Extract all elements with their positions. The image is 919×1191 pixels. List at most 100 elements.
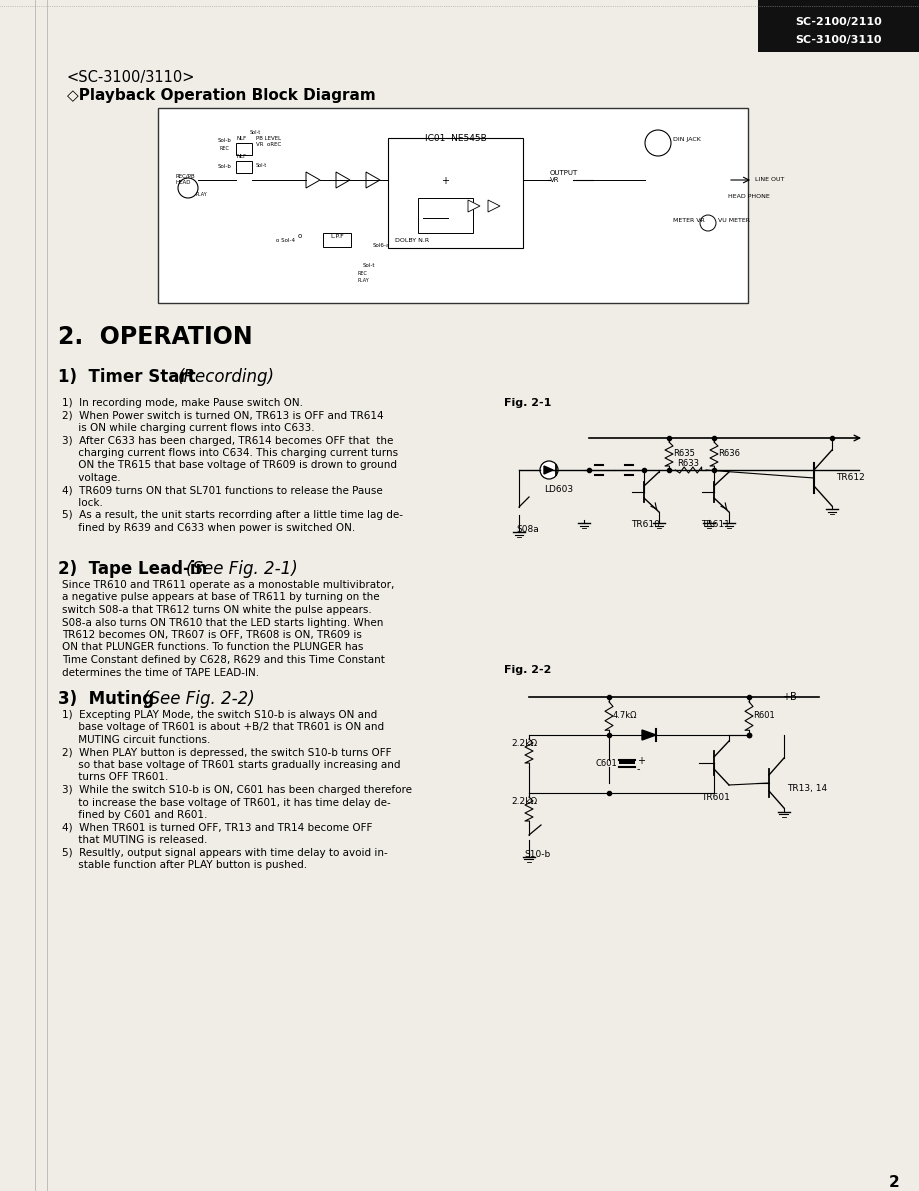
Text: HEAD: HEAD: [176, 180, 191, 185]
Text: NLF: NLF: [237, 136, 247, 141]
Text: 4)  When TR601 is turned OFF, TR13 and TR14 become OFF: 4) When TR601 is turned OFF, TR13 and TR…: [62, 823, 372, 833]
Text: 2)  Tape Lead-in: 2) Tape Lead-in: [58, 560, 213, 578]
Text: +: +: [636, 756, 644, 766]
Text: TR610: TR610: [630, 520, 660, 529]
Text: 1)  In recording mode, make Pause switch ON.: 1) In recording mode, make Pause switch …: [62, 398, 302, 409]
Text: lock.: lock.: [62, 498, 103, 509]
Text: SC-3100/3110: SC-3100/3110: [795, 35, 881, 45]
Text: R635: R635: [673, 449, 694, 459]
Text: R636: R636: [717, 449, 739, 459]
Text: REC: REC: [357, 272, 368, 276]
Text: TR612: TR612: [835, 474, 864, 482]
Text: VR  oREC: VR oREC: [255, 142, 281, 146]
Text: R633: R633: [676, 460, 698, 468]
Bar: [618, 760, 634, 763]
Text: o: o: [298, 233, 302, 239]
Text: DIN JACK: DIN JACK: [673, 137, 700, 142]
Text: METER VR: METER VR: [673, 218, 704, 223]
Text: MUTING circuit functions.: MUTING circuit functions.: [62, 735, 210, 746]
Text: base voltage of TR601 is about +B/2 that TR601 is ON and: base voltage of TR601 is about +B/2 that…: [62, 723, 384, 732]
Circle shape: [539, 461, 558, 479]
Text: 1)  Excepting PLAY Mode, the switch S10-b is always ON and: 1) Excepting PLAY Mode, the switch S10-b…: [62, 710, 377, 721]
Text: S08-a also turns ON TR610 that the LED starts lighting. When: S08-a also turns ON TR610 that the LED s…: [62, 617, 383, 628]
Text: turns OFF TR601.: turns OFF TR601.: [62, 773, 168, 782]
Bar: [236, 161, 252, 173]
Text: is ON while charging current flows into C633.: is ON while charging current flows into …: [62, 423, 314, 434]
Text: 3)  After C633 has been charged, TR614 becomes OFF that  the: 3) After C633 has been charged, TR614 be…: [62, 436, 393, 445]
Text: IC01  NE545B: IC01 NE545B: [425, 135, 486, 143]
Text: 3)  Muting: 3) Muting: [58, 690, 160, 707]
Text: Fig. 2-2: Fig. 2-2: [504, 665, 550, 675]
Text: VU METER: VU METER: [717, 218, 749, 223]
Text: Sol-t: Sol-t: [363, 263, 375, 268]
Text: Time Constant defined by C628, R629 and this Time Constant: Time Constant defined by C628, R629 and …: [62, 655, 384, 665]
Polygon shape: [366, 172, 380, 188]
Text: L.P.F: L.P.F: [330, 233, 344, 239]
Text: SC-2100/2110: SC-2100/2110: [795, 17, 881, 27]
Text: 2: 2: [889, 1176, 899, 1190]
Bar: [388, 138, 522, 248]
Text: 2.2kΩ: 2.2kΩ: [510, 797, 537, 805]
Text: ON the TR615 that base voltage of TR609 is drown to ground: ON the TR615 that base voltage of TR609 …: [62, 461, 397, 470]
Polygon shape: [487, 200, 499, 212]
Text: OUTPUT: OUTPUT: [550, 170, 578, 176]
Text: Sol-b: Sol-b: [218, 138, 232, 143]
Text: REC: REC: [220, 146, 230, 151]
Text: LINE OUT: LINE OUT: [754, 177, 784, 182]
Polygon shape: [335, 172, 349, 188]
Text: 5)  As a result, the unit starts recorrding after a little time lag de-: 5) As a result, the unit starts recorrdi…: [62, 511, 403, 520]
Text: ◇Playback Operation Block Diagram: ◇Playback Operation Block Diagram: [67, 88, 375, 102]
Text: 3)  While the switch S10-b is ON, C601 has been charged therefore: 3) While the switch S10-b is ON, C601 ha…: [62, 785, 412, 796]
Text: to increase the base voltage of TR601, it has time delay de-: to increase the base voltage of TR601, i…: [62, 798, 391, 807]
Text: 2.  OPERATION: 2. OPERATION: [58, 325, 253, 349]
Text: PLAY: PLAY: [357, 278, 369, 283]
Text: PB LEVEL: PB LEVEL: [255, 136, 281, 141]
Text: Sol6-a: Sol6-a: [372, 243, 390, 248]
Text: +B: +B: [781, 692, 796, 701]
Text: Sol-b: Sol-b: [218, 164, 232, 169]
Text: <SC-3100/3110>: <SC-3100/3110>: [67, 70, 196, 85]
Text: 1)  Timer Start: 1) Timer Start: [58, 368, 201, 386]
Bar: [158, 108, 747, 303]
Text: ON that PLUNGER functions. To function the PLUNGER has: ON that PLUNGER functions. To function t…: [62, 642, 363, 653]
Text: switch S08-a that TR612 turns ON white the pulse appears.: switch S08-a that TR612 turns ON white t…: [62, 605, 371, 615]
Text: (See Fig. 2-1): (See Fig. 2-1): [186, 560, 298, 578]
Text: -: -: [636, 763, 640, 774]
Text: TR612 becomes ON, TR607 is OFF, TR608 is ON, TR609 is: TR612 becomes ON, TR607 is OFF, TR608 is…: [62, 630, 361, 640]
Text: (Recording): (Recording): [177, 368, 275, 386]
Text: TR13, 14: TR13, 14: [786, 784, 826, 792]
Bar: [236, 143, 252, 155]
Text: voltage.: voltage.: [62, 473, 120, 484]
Text: R601: R601: [752, 711, 774, 721]
Polygon shape: [306, 172, 320, 188]
Polygon shape: [543, 466, 552, 474]
Text: Since TR610 and TR611 operate as a monostable multivibrator,: Since TR610 and TR611 operate as a monos…: [62, 580, 394, 590]
Text: TR601: TR601: [701, 793, 730, 802]
Text: NLF: NLF: [237, 154, 247, 160]
Text: REC/PB: REC/PB: [176, 174, 196, 179]
Text: charging current flows into C634. This charging current turns: charging current flows into C634. This c…: [62, 448, 398, 459]
Text: 2.2kΩ: 2.2kΩ: [510, 738, 537, 748]
Text: S10-b: S10-b: [524, 850, 550, 859]
Text: DOLBY N.R: DOLBY N.R: [394, 238, 428, 243]
Text: +: +: [440, 176, 448, 186]
Text: so that base voltage of TR601 starts gradually increasing and: so that base voltage of TR601 starts gra…: [62, 760, 400, 771]
Text: Fig. 2-1: Fig. 2-1: [504, 398, 550, 409]
Bar: [323, 233, 351, 247]
Text: o Sol-4: o Sol-4: [276, 238, 295, 243]
Text: (See Fig. 2-2): (See Fig. 2-2): [142, 690, 255, 707]
Text: fined by C601 and R601.: fined by C601 and R601.: [62, 810, 207, 819]
Text: HEAD PHONE: HEAD PHONE: [727, 194, 769, 199]
Text: that MUTING is released.: that MUTING is released.: [62, 835, 207, 844]
Text: 5)  Resultly, output signal appears with time delay to avoid in-: 5) Resultly, output signal appears with …: [62, 848, 387, 858]
Text: S08a: S08a: [516, 525, 539, 534]
Bar: [417, 198, 472, 233]
Text: LD603: LD603: [543, 485, 573, 494]
Text: TR611: TR611: [701, 520, 730, 529]
Text: VR: VR: [550, 177, 559, 183]
Polygon shape: [468, 200, 480, 212]
Text: Sol-t: Sol-t: [250, 130, 261, 135]
Text: C601: C601: [595, 759, 617, 767]
Polygon shape: [641, 730, 655, 740]
Text: 2)  When PLAY button is depressed, the switch S10-b turns OFF: 2) When PLAY button is depressed, the sw…: [62, 748, 391, 757]
